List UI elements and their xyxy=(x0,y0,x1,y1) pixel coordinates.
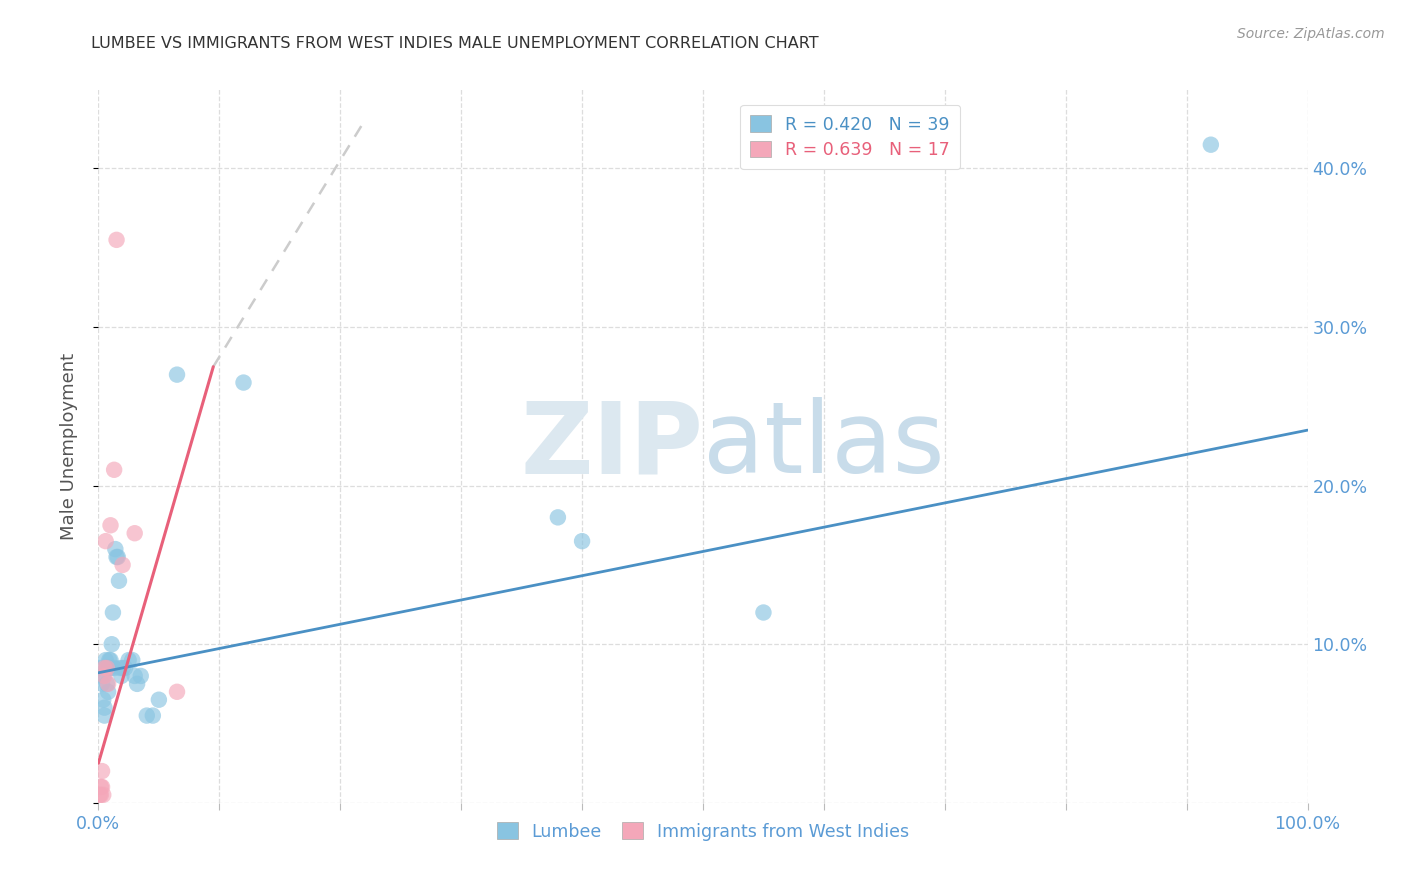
Point xyxy=(121,653,143,667)
Point xyxy=(91,677,114,691)
Point xyxy=(752,606,775,620)
Text: ZIP: ZIP xyxy=(520,398,703,494)
Point xyxy=(129,669,152,683)
Point xyxy=(148,692,170,706)
Point xyxy=(124,669,146,683)
Point xyxy=(93,669,115,683)
Y-axis label: Male Unemployment: Male Unemployment xyxy=(59,352,77,540)
Point xyxy=(142,708,165,723)
Point xyxy=(111,661,134,675)
Point xyxy=(94,534,117,549)
Point xyxy=(166,685,188,699)
Point xyxy=(110,669,132,683)
Point xyxy=(103,661,125,675)
Point xyxy=(100,653,122,667)
Point xyxy=(91,780,114,794)
Text: atlas: atlas xyxy=(703,398,945,494)
Point xyxy=(90,661,112,675)
Point xyxy=(89,788,111,802)
Legend: Lumbee, Immigrants from West Indies: Lumbee, Immigrants from West Indies xyxy=(489,815,917,847)
Point xyxy=(111,558,134,572)
Point xyxy=(93,708,115,723)
Point xyxy=(105,549,128,564)
Point xyxy=(97,661,120,675)
Point xyxy=(97,685,120,699)
Point xyxy=(571,534,593,549)
Point xyxy=(90,788,112,802)
Point xyxy=(127,677,149,691)
Point xyxy=(91,692,114,706)
Point xyxy=(97,677,120,691)
Point xyxy=(91,764,114,778)
Point xyxy=(103,463,125,477)
Text: Source: ZipAtlas.com: Source: ZipAtlas.com xyxy=(1237,27,1385,41)
Point xyxy=(105,233,128,247)
Point xyxy=(101,606,124,620)
Point xyxy=(91,788,114,802)
Text: LUMBEE VS IMMIGRANTS FROM WEST INDIES MALE UNEMPLOYMENT CORRELATION CHART: LUMBEE VS IMMIGRANTS FROM WEST INDIES MA… xyxy=(91,36,820,51)
Point xyxy=(1199,137,1222,152)
Point xyxy=(94,653,117,667)
Point xyxy=(166,368,188,382)
Point xyxy=(100,518,122,533)
Point xyxy=(108,574,131,588)
Point xyxy=(93,700,115,714)
Point xyxy=(135,708,157,723)
Point xyxy=(100,637,122,651)
Point xyxy=(232,376,254,390)
Point xyxy=(96,677,118,691)
Point xyxy=(100,661,122,675)
Point xyxy=(98,653,121,667)
Point xyxy=(108,661,131,675)
Point xyxy=(90,780,112,794)
Point xyxy=(93,661,115,675)
Point xyxy=(114,661,136,675)
Point xyxy=(91,669,114,683)
Point xyxy=(124,526,146,541)
Point xyxy=(547,510,569,524)
Point xyxy=(104,542,127,557)
Point xyxy=(107,549,129,564)
Point xyxy=(96,661,118,675)
Point xyxy=(118,653,141,667)
Point xyxy=(96,661,118,675)
